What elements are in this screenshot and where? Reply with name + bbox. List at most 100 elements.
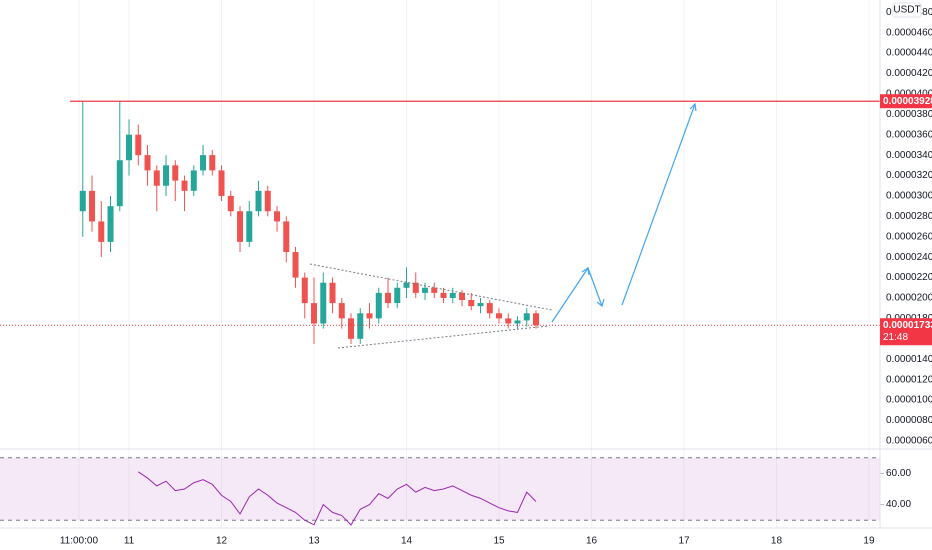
candle-body — [126, 134, 133, 161]
x-tick-label: 11:00:00 — [60, 536, 99, 547]
candle-body — [301, 277, 308, 304]
candle-body — [98, 221, 105, 242]
candle-body — [496, 313, 503, 319]
candle-body — [394, 287, 401, 304]
candle-body — [144, 155, 151, 171]
x-tick-label: 15 — [493, 536, 505, 547]
x-tick-label: 18 — [771, 536, 783, 547]
rsi-tick-label: 60.00 — [886, 468, 911, 479]
candle-body — [348, 318, 355, 339]
arrow-head — [596, 298, 605, 308]
candle-body — [385, 292, 392, 304]
candle-body — [218, 170, 225, 196]
candle-body — [246, 211, 253, 242]
current-price-tag — [880, 318, 932, 346]
candle-body — [338, 303, 345, 319]
candle-body — [477, 303, 484, 307]
candle-body — [264, 190, 271, 212]
candle-body — [107, 206, 114, 242]
candle-body — [486, 303, 493, 314]
candle-body — [329, 282, 336, 304]
candle-body — [514, 320, 521, 324]
candle-body — [523, 313, 530, 321]
y-tick-label: 0.00004600 — [886, 27, 932, 38]
candle-body — [412, 282, 419, 293]
candle-body — [366, 313, 373, 319]
candle-body — [172, 165, 179, 181]
x-tick-label: 13 — [308, 536, 320, 547]
candle-body — [311, 303, 318, 324]
candle-body — [449, 292, 456, 298]
candle-body — [505, 318, 512, 324]
candle-body — [468, 300, 475, 307]
candle-body — [283, 221, 290, 253]
grid — [78, 0, 870, 528]
trend-line — [309, 263, 553, 311]
rsi-tick-label: 40.00 — [886, 499, 911, 510]
candle-body — [116, 160, 123, 207]
marks — [0, 100, 884, 526]
candle-body — [79, 190, 86, 212]
drawings — [309, 102, 697, 349]
x-tick-label: 14 — [401, 536, 413, 547]
candle-body — [153, 170, 160, 186]
candle-body — [375, 292, 382, 319]
candle-body — [292, 252, 299, 278]
candle-body — [431, 287, 438, 293]
current-price-label: 0.00001733 — [883, 320, 932, 331]
rsi-band — [0, 457, 880, 521]
price-tag-label: 0.00003928 — [883, 96, 932, 107]
trend-line — [337, 325, 549, 349]
x-tick-label: 16 — [586, 536, 598, 547]
x-tick-label: 19 — [863, 536, 875, 547]
candle-body — [135, 134, 142, 156]
candle-body — [403, 282, 410, 288]
candle-body — [190, 170, 197, 191]
candle-body — [320, 282, 327, 324]
candle-body — [227, 195, 234, 212]
candle-body — [459, 292, 466, 301]
candle-body — [200, 155, 207, 171]
candle-body — [181, 180, 188, 191]
rsi-line — [138, 471, 537, 526]
x-tick-label: 17 — [678, 536, 690, 547]
candle-body — [209, 155, 216, 171]
candle-body — [89, 190, 96, 222]
candle-body — [255, 190, 262, 212]
arrow-head — [689, 102, 697, 112]
currency: USDT — [893, 5, 920, 16]
price-tag — [880, 94, 932, 109]
candle-body — [357, 313, 364, 339]
countdown: 21:48 — [883, 332, 908, 343]
candle-body — [422, 287, 429, 293]
candle-body — [533, 313, 540, 326]
arrow-head — [581, 266, 590, 276]
candle-body — [440, 292, 447, 298]
projection — [621, 103, 696, 306]
candle-body — [163, 165, 170, 186]
x-tick-label: 12 — [216, 536, 228, 547]
x-tick-label: 11 — [124, 536, 135, 547]
candle-body — [274, 211, 281, 222]
candle-body — [237, 211, 244, 242]
currency-box — [892, 2, 922, 18]
